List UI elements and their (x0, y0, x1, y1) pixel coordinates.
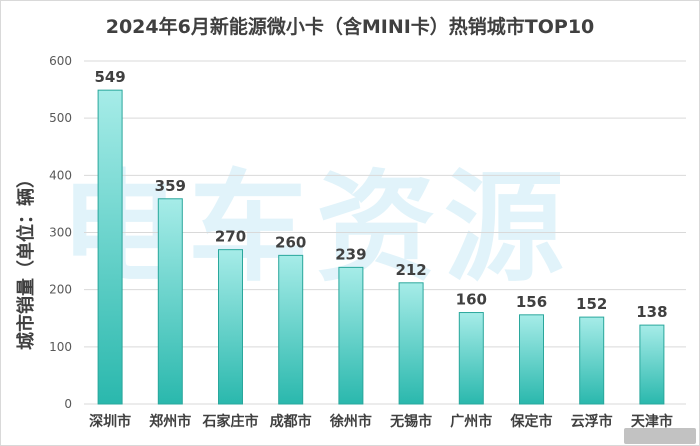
x-tick-label: 广州市 (450, 413, 492, 430)
x-tick-label: 天津市 (631, 413, 673, 430)
y-tick-label: 400 (49, 168, 72, 182)
bar (218, 249, 243, 405)
data-label: 260 (275, 233, 306, 251)
y-tick-label: 600 (49, 54, 72, 68)
y-tick-label: 500 (49, 111, 72, 125)
bar (458, 312, 484, 405)
bar (579, 316, 605, 405)
x-tick-label: 无锡市 (389, 413, 432, 430)
x-tick-label: 保定市 (510, 413, 553, 430)
bar (519, 314, 544, 405)
data-label: 152 (576, 295, 607, 313)
x-tick-label: 成都市 (270, 413, 312, 430)
data-label: 138 (636, 303, 667, 321)
bar (338, 266, 364, 405)
x-tick-label: 深圳市 (89, 413, 131, 430)
data-label: 212 (395, 261, 426, 279)
corner-watermark-logo (624, 428, 696, 444)
chart-title: 2024年6月新能源微小卡（含MINI卡）热销城市TOP10 (105, 16, 595, 38)
y-tick-label: 200 (49, 283, 72, 297)
x-tick-label: 云浮市 (571, 413, 613, 430)
bar (278, 254, 304, 405)
x-tick-label: 徐州市 (329, 413, 372, 430)
data-label: 270 (215, 228, 246, 246)
y-tick-label: 300 (49, 226, 72, 240)
bar (97, 89, 123, 405)
data-label: 549 (94, 68, 125, 86)
bar (157, 198, 183, 405)
x-tick-label: 石家庄市 (202, 413, 259, 430)
bar (639, 324, 665, 405)
y-tick-label: 0 (64, 397, 72, 411)
data-label: 359 (155, 177, 186, 195)
data-label: 156 (516, 293, 547, 311)
x-tick-label: 郑州市 (149, 413, 191, 430)
bar (398, 282, 424, 405)
data-label: 239 (335, 245, 366, 263)
data-label: 160 (456, 291, 487, 309)
y-tick-label: 100 (49, 340, 72, 354)
